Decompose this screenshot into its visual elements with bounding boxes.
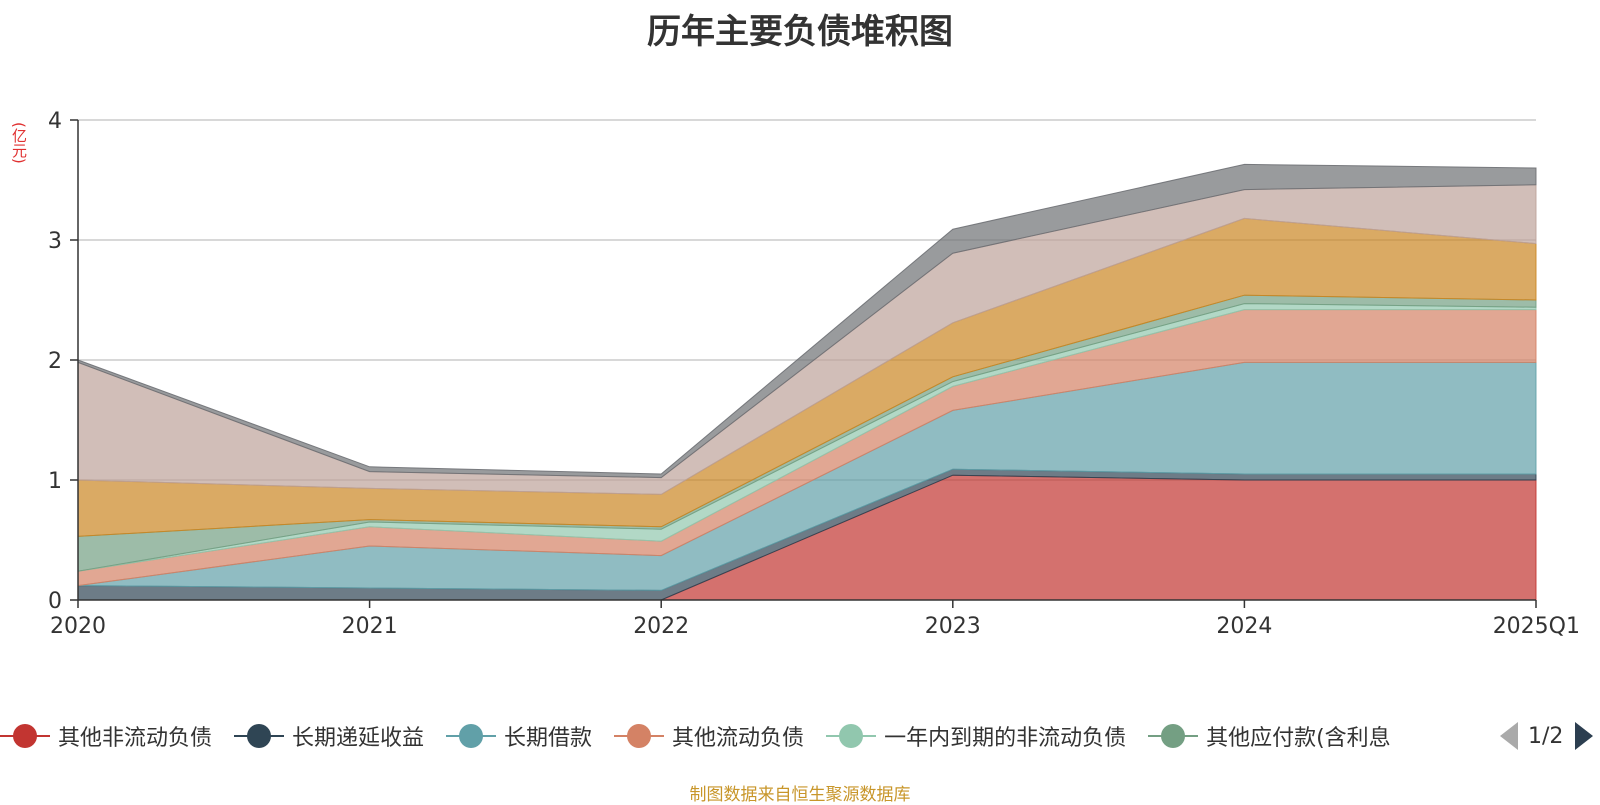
legend-next-page-icon[interactable] xyxy=(1575,722,1594,750)
y-tick-label-3: 3 xyxy=(48,229,62,254)
legend-marker-icon xyxy=(1148,724,1199,748)
x-tick-label-2022: 2022 xyxy=(633,614,689,639)
legend-item-0[interactable]: 其他非流动负债 xyxy=(0,718,212,754)
stacked-area-chart: 0 1 2 3 4 2020 2021 2022 2023 2024 2025Q1 xyxy=(48,109,1580,639)
legend-item-4[interactable]: 一年内到期的非流动负债 xyxy=(826,718,1126,754)
y-tick-label-1: 1 xyxy=(48,469,62,494)
legend-item-3[interactable]: 其他流动负债 xyxy=(614,718,804,754)
area-series xyxy=(77,163,1537,601)
legend-marker-icon xyxy=(0,724,50,748)
y-axis-unit-label: (亿元) xyxy=(10,122,28,164)
legend-label: 其他非流动负债 xyxy=(58,726,213,751)
x-tick-label-2023: 2023 xyxy=(925,614,981,639)
legend-label: 一年内到期的非流动负债 xyxy=(884,726,1127,751)
legend-prev-page-icon[interactable] xyxy=(1500,722,1518,750)
legend-item-1[interactable]: 长期递延收益 xyxy=(234,718,424,754)
legend-marker-icon xyxy=(826,724,877,748)
legend-label: 长期递延收益 xyxy=(292,726,425,751)
legend-marker-icon xyxy=(234,724,285,748)
y-tick-label-0: 0 xyxy=(48,589,62,614)
x-tick-label-2020: 2020 xyxy=(50,614,106,639)
legend-label: 长期借款 xyxy=(504,726,593,751)
legend-item-2[interactable]: 长期借款 xyxy=(446,718,592,754)
x-tick-label-2024: 2024 xyxy=(1216,614,1272,639)
data-source-note: 制图数据来自恒生聚源数据库 xyxy=(689,785,911,805)
x-tick-label-2025Q1: 2025Q1 xyxy=(1493,614,1580,639)
legend-label: 其他应付款(含利息 xyxy=(1206,726,1391,751)
legend-label: 其他流动负债 xyxy=(672,726,805,751)
chart-title: 历年主要负债堆积图 xyxy=(647,12,953,52)
legend-page-indicator: 1/2 xyxy=(1528,723,1564,749)
legend: 其他非流动负债 长期递延收益 长期借款 其他流动负债 一年内到期的非流动负债 其他应付款(… xyxy=(0,718,1600,754)
legend-pager: 1/2 xyxy=(1500,718,1594,754)
y-tick-label-4: 4 xyxy=(48,109,62,134)
legend-marker-icon xyxy=(446,724,497,748)
y-tick-label-2: 2 xyxy=(48,349,62,374)
x-tick-label-2021: 2021 xyxy=(342,614,398,639)
axes: 0 1 2 3 4 2020 2021 2022 2023 2024 2025Q1 xyxy=(48,109,1580,639)
legend-item-5[interactable]: 其他应付款(含利息 xyxy=(1148,718,1391,754)
area-series-8[interactable] xyxy=(77,163,1537,479)
legend-marker-icon xyxy=(614,724,665,748)
